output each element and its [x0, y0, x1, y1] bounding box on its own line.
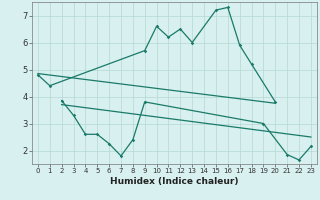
X-axis label: Humidex (Indice chaleur): Humidex (Indice chaleur)	[110, 177, 239, 186]
